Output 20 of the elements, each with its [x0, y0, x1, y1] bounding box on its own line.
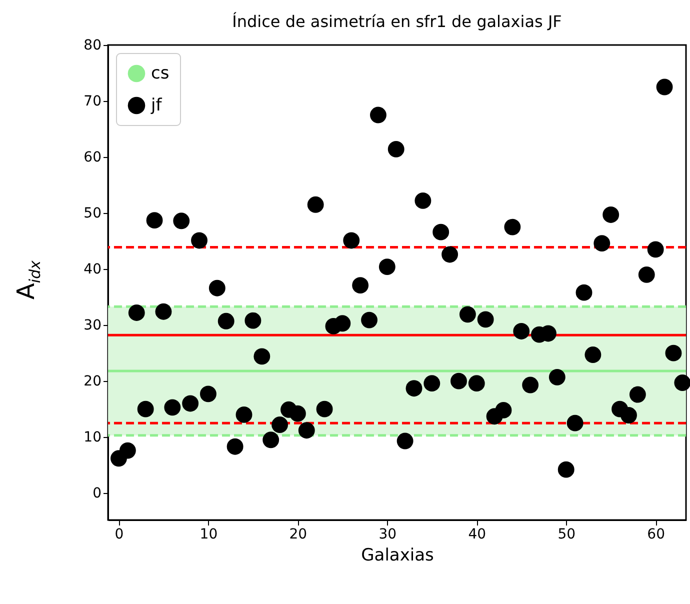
x-axis-title: Galaxias	[361, 546, 434, 566]
x-tick-label: 20	[289, 526, 308, 542]
x-tick-label: 0	[114, 526, 124, 542]
x-tick-label: 40	[468, 526, 486, 542]
x-tick-label: 30	[378, 526, 397, 542]
y-tick-label: 30	[84, 318, 102, 334]
y-tick-label: 50	[84, 206, 102, 222]
legend-label: cs	[151, 64, 170, 84]
legend-label: jf	[150, 96, 163, 116]
chart-title: Índice de asimetría en sfr1 de galaxias JF	[232, 12, 562, 31]
y-tick-label: 40	[84, 262, 102, 278]
y-tick-label: 80	[84, 38, 102, 54]
x-tick-label: 50	[558, 526, 576, 542]
y-tick-label: 70	[84, 94, 102, 110]
y-tick-label: 10	[84, 430, 102, 446]
y-tick-label: 20	[84, 374, 102, 390]
x-tick-label: 60	[647, 526, 665, 542]
y-tick-label: 0	[92, 486, 102, 502]
x-tick-label: 10	[200, 526, 218, 542]
y-tick-label: 60	[84, 150, 102, 166]
